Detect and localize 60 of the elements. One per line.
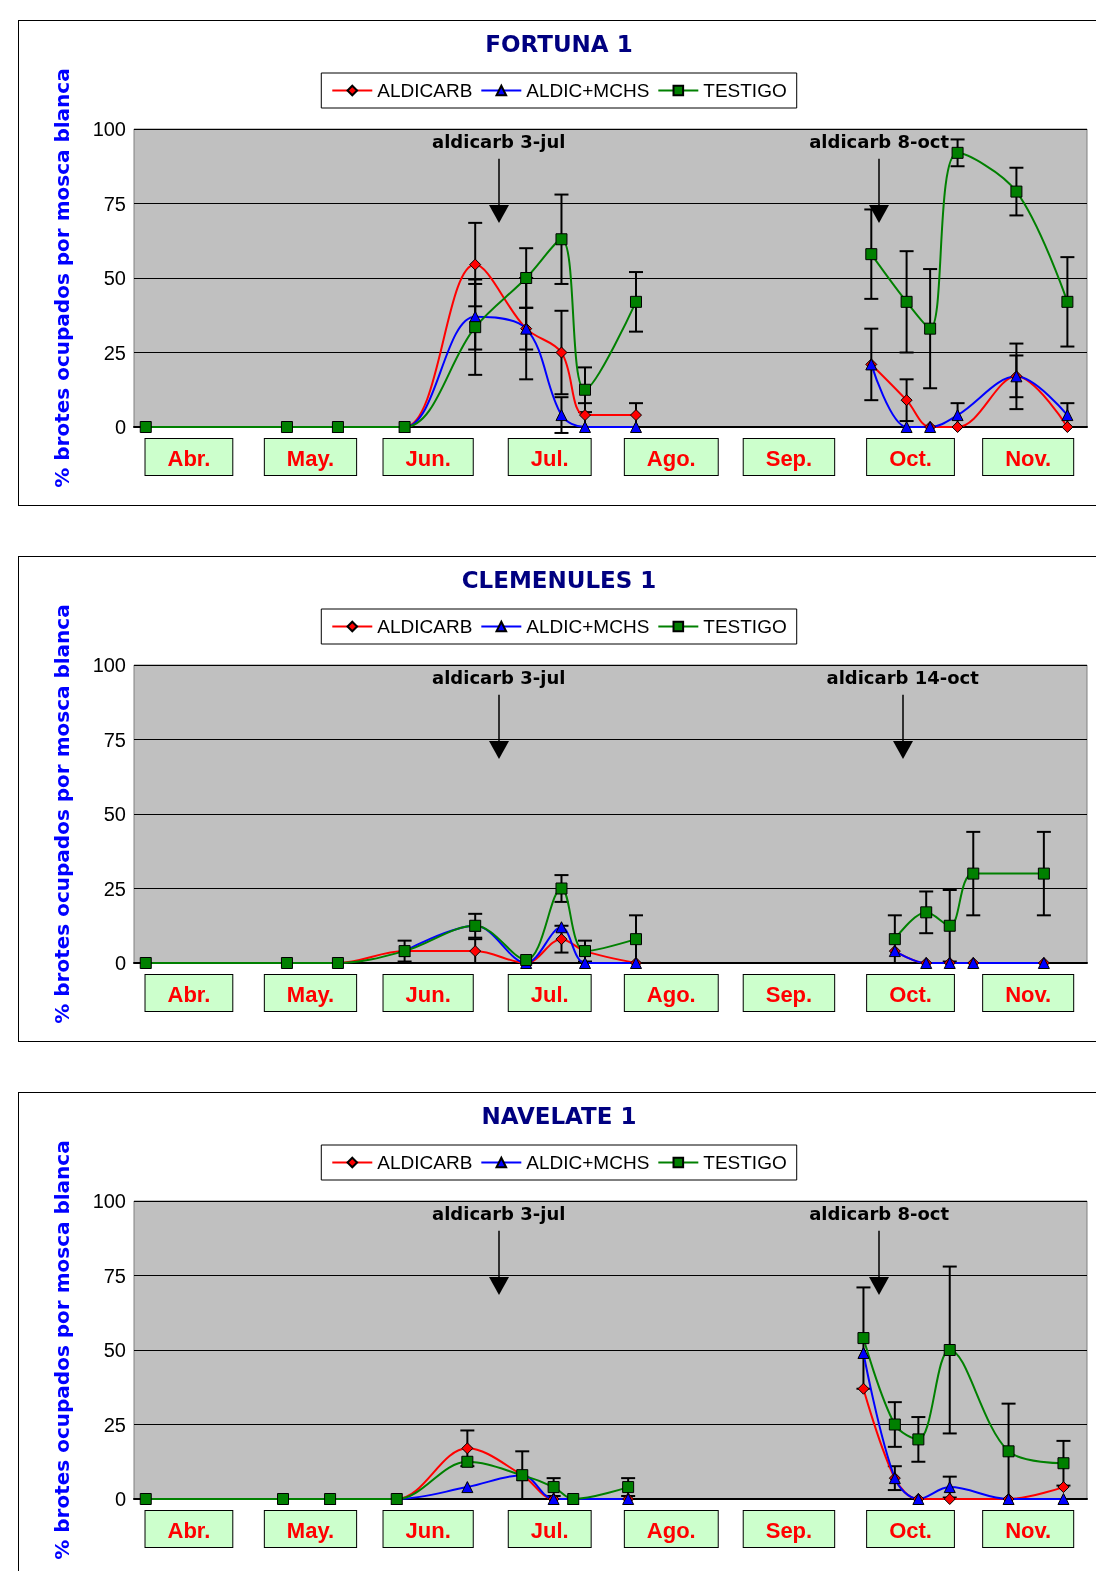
x-tick-label: Abr. (167, 445, 211, 471)
chart-title: FORTUNA 1 (485, 30, 633, 57)
y-tick-label: 75 (103, 728, 126, 751)
x-tick-label: Sep. (765, 445, 813, 471)
ref-line-label: aldicarb 3-jul (432, 131, 566, 153)
x-tick-label: Jul. (530, 981, 569, 1007)
legend-label: ALDICARB (377, 616, 473, 637)
x-tick-label: Jun. (405, 981, 451, 1007)
x-tick-label: Abr. (167, 1517, 211, 1543)
y-tick-label: 75 (103, 192, 126, 215)
ref-line-label: aldicarb 8-oct (809, 1203, 950, 1225)
x-tick-label: Jul. (530, 1517, 569, 1543)
x-tick-label: Ago. (646, 445, 696, 471)
legend-label: TESTIGO (703, 616, 787, 637)
x-tick-label: May. (286, 981, 335, 1007)
x-tick-label: Jul. (530, 445, 569, 471)
y-tick-label: 50 (103, 1339, 126, 1361)
y-tick-label: 25 (103, 1413, 126, 1436)
y-tick-label: 0 (114, 952, 126, 974)
y-tick-label: 100 (92, 1190, 126, 1212)
x-tick-label: Nov. (1005, 1517, 1052, 1543)
chart-title: NAVELATE 1 (481, 1102, 637, 1129)
x-tick-label: Ago. (646, 1517, 696, 1543)
y-tick-label: 50 (103, 267, 126, 289)
ref-line-label: aldicarb 8-oct (809, 131, 950, 153)
legend-label: ALDIC+MCHS (526, 616, 650, 637)
x-tick-label: Jun. (405, 1517, 451, 1543)
y-tick-label: 50 (103, 803, 126, 825)
y-tick-label: 25 (103, 877, 126, 900)
y-axis-title: % brotes ocupados por mosca blanca (50, 1140, 74, 1560)
x-tick-label: Ago. (646, 981, 696, 1007)
y-tick-label: 100 (92, 118, 126, 140)
x-tick-label: May. (286, 1517, 335, 1543)
legend-label: TESTIGO (703, 80, 787, 101)
legend-label: ALDICARB (377, 1152, 473, 1173)
x-tick-label: Oct. (889, 1517, 932, 1543)
x-tick-label: May. (286, 445, 335, 471)
y-axis-title: % brotes ocupados por mosca blanca (50, 604, 74, 1024)
x-tick-label: Abr. (167, 981, 211, 1007)
x-tick-label: Sep. (765, 1517, 813, 1543)
y-tick-label: 100 (92, 654, 126, 676)
legend-label: ALDIC+MCHS (526, 80, 650, 101)
chart-title: CLEMENULES 1 (461, 566, 657, 593)
x-tick-label: Jun. (405, 445, 451, 471)
y-tick-label: 0 (114, 416, 126, 438)
y-tick-label: 75 (103, 1264, 126, 1287)
y-axis-title: % brotes ocupados por mosca blanca (50, 68, 74, 488)
x-tick-label: Nov. (1005, 981, 1052, 1007)
ref-line-label: aldicarb 3-jul (432, 667, 566, 689)
x-tick-label: Oct. (889, 445, 932, 471)
x-tick-label: Sep. (765, 981, 813, 1007)
legend-label: TESTIGO (703, 1152, 787, 1173)
legend-label: ALDIC+MCHS (526, 1152, 650, 1173)
y-tick-label: 0 (114, 1488, 126, 1510)
y-tick-label: 25 (103, 341, 126, 364)
x-tick-label: Oct. (889, 981, 932, 1007)
ref-line-label: aldicarb 3-jul (432, 1203, 566, 1225)
legend-label: ALDICARB (377, 80, 473, 101)
x-tick-label: Nov. (1005, 445, 1052, 471)
ref-line-label: aldicarb 14-oct (826, 667, 980, 689)
